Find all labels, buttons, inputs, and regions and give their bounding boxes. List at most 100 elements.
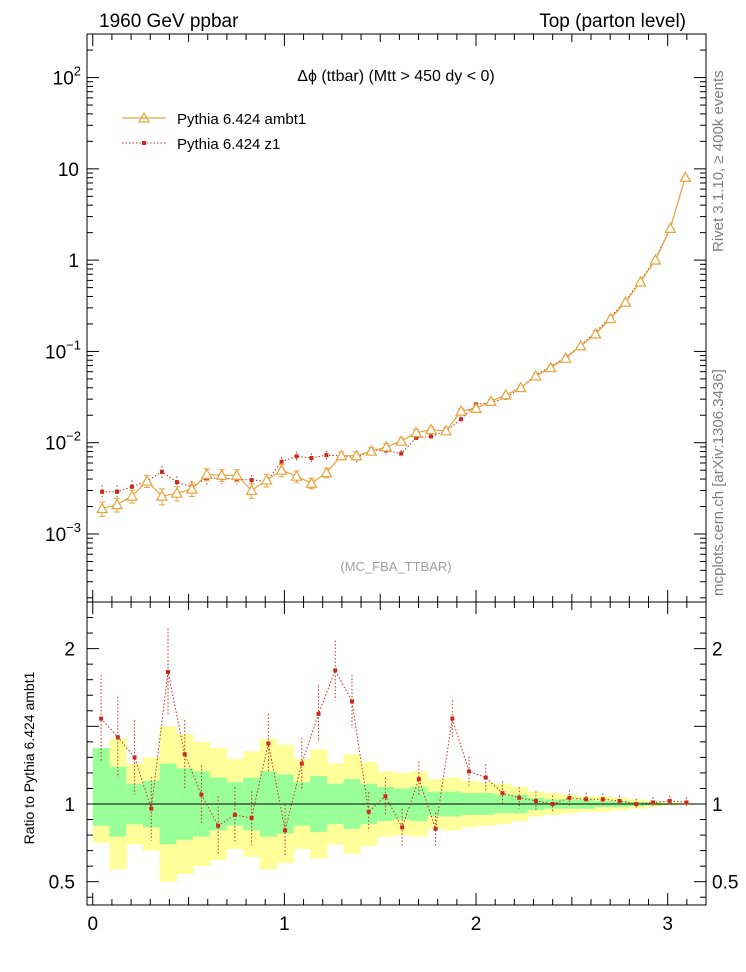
z1-line — [102, 176, 686, 493]
ratio-point — [182, 752, 187, 757]
ambt1-point — [126, 489, 139, 501]
ratio-point — [450, 716, 455, 721]
ambt1-point — [454, 404, 468, 416]
ambt1-point — [619, 295, 632, 307]
ambt1-point — [260, 473, 273, 485]
ratio-point — [283, 828, 288, 833]
ratio-point — [600, 797, 605, 802]
ratio-point — [316, 711, 321, 716]
ambt1-point — [320, 466, 333, 478]
ambt1-point — [679, 171, 692, 182]
ratio-point — [349, 699, 354, 704]
ambt1-point — [440, 424, 453, 436]
ambt1-point — [245, 484, 258, 496]
ambt1-point — [215, 469, 228, 480]
z1-point — [309, 456, 314, 461]
ambt1-point — [529, 369, 542, 381]
z1-point — [399, 451, 404, 456]
ambt1-point — [544, 361, 557, 373]
ratio-point — [667, 798, 672, 803]
ambt1-point — [380, 440, 393, 452]
ambt1-point — [200, 468, 213, 479]
ambt1-point — [499, 388, 512, 400]
ambt1-point — [305, 476, 318, 488]
chart-title: Δϕ (ttbar) (Mtt > 450 dy < 0) — [297, 68, 495, 85]
ambt1-point — [111, 498, 124, 510]
legend-marker-z1 — [142, 141, 146, 145]
ratio-band-inner — [109, 766, 127, 837]
ratio-point — [333, 668, 338, 673]
z1-point — [429, 434, 434, 439]
x-tick-label: 1 — [279, 914, 290, 935]
ambt1-point — [335, 449, 348, 461]
z1-point — [414, 435, 419, 440]
main-y-tick-label: 10 — [58, 160, 79, 181]
ambt1-point — [425, 423, 438, 435]
ratio-y-tick-label-right: 0.5 — [712, 873, 738, 894]
main-y-tick-label: 1 — [68, 251, 79, 272]
ratio-point — [166, 669, 171, 674]
ambt1-point — [170, 486, 183, 498]
ambt1-point — [634, 275, 647, 287]
analysis-watermark: (MC_FBA_TTBAR) — [340, 559, 451, 574]
ambt1-point — [574, 339, 587, 351]
legend-label-ambt1: Pythia 6.424 ambt1 — [177, 111, 306, 128]
legend-entry-ambt1: Pythia 6.424 ambt1 — [122, 111, 306, 128]
z1-point — [159, 469, 164, 474]
ratio-y-tick-label-left: 2 — [64, 640, 75, 661]
ratio-point — [266, 741, 271, 746]
z1-point — [279, 459, 284, 464]
main-y-tick-label: 10−1 — [45, 337, 81, 363]
ambt1-point — [649, 253, 662, 265]
ambt1-point — [559, 352, 572, 363]
legend-marker-ambt1 — [137, 111, 151, 123]
ratio-point — [550, 802, 555, 806]
ratio-point — [249, 815, 254, 820]
x-tick-label: 2 — [471, 914, 482, 935]
ambt1-point — [395, 434, 408, 446]
ratio-band-inner — [92, 748, 110, 826]
ratio-y-tick-label-right: 1 — [712, 795, 723, 816]
ambt1-line — [101, 177, 686, 510]
ratio-point — [199, 792, 204, 797]
z1-point — [174, 480, 179, 485]
ratio-panel: 0 1 2 3 0.5 0.5 1 1 2 2 — [49, 34, 738, 935]
z1-point — [100, 489, 105, 494]
ratio-point — [232, 812, 237, 817]
ratio-y-tick-label-left: 0.5 — [49, 873, 75, 894]
ambt1-point — [350, 449, 363, 461]
main-y-axis: 10−3 10−2 10−1 1 10 102 — [45, 33, 706, 599]
ambt1-point — [604, 312, 617, 324]
z1-point — [324, 453, 329, 458]
header-left-label: 1960 GeV ppbar — [99, 11, 239, 32]
ratio-point — [483, 775, 488, 780]
z1-point — [459, 417, 464, 422]
ratio-y-tick-label-right: 2 — [712, 640, 723, 661]
ambt1-point — [365, 444, 378, 456]
legend-entry-z1: Pythia 6.424 z1 — [122, 136, 280, 153]
ratio-y-axis-label: Ratio to Pythia 6.424 ambt1 — [21, 671, 37, 844]
header-right-label: Top (parton level) — [539, 11, 686, 32]
x-tick-label: 0 — [87, 914, 98, 935]
z1-point — [115, 489, 120, 494]
x-tick-label: 3 — [662, 914, 673, 935]
ratio-point — [467, 769, 472, 774]
ratio-line — [100, 669, 687, 831]
z1-point — [294, 454, 299, 459]
ratio-point — [366, 809, 371, 814]
ambt1-point — [469, 402, 482, 413]
ambt1-point — [230, 469, 243, 480]
ratio-series-z1 — [99, 628, 689, 857]
ambt1-point — [275, 463, 288, 475]
ratio-point — [617, 798, 622, 803]
x-axis: 0 1 2 3 — [87, 34, 707, 935]
main-y-tick-label: 102 — [53, 64, 81, 90]
ratio-frame — [86, 601, 707, 906]
ambt1-point — [155, 489, 168, 501]
ambt1-point — [185, 482, 198, 494]
ratio-y-axis: 0.5 0.5 1 1 2 2 — [49, 617, 738, 898]
ambt1-point — [290, 469, 303, 481]
rivet-version-label: Rivet 3.1.10, ≥ 400k events — [710, 70, 727, 252]
z1-point — [130, 484, 135, 489]
